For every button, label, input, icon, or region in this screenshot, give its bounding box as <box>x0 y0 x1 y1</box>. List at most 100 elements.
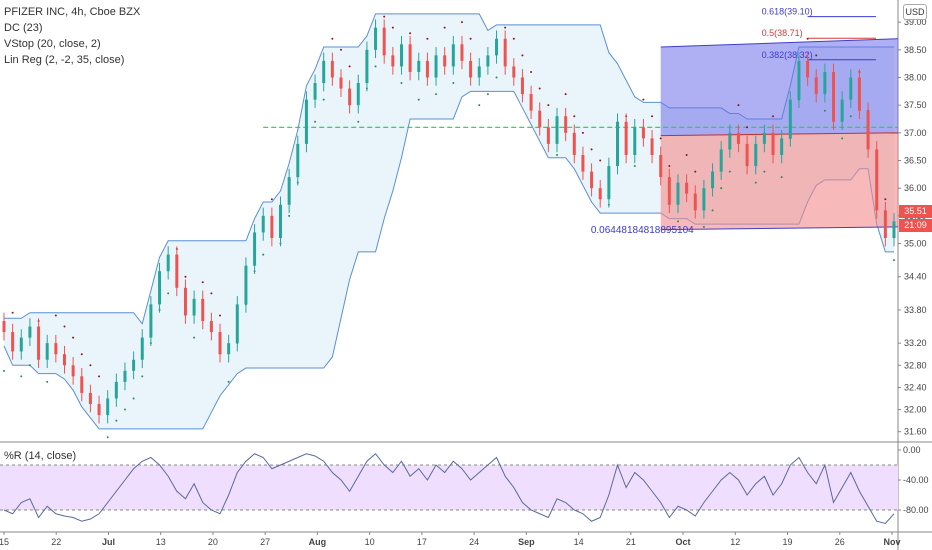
candle-body <box>71 365 75 377</box>
vstop-dot <box>823 109 826 112</box>
candle-body <box>745 143 749 167</box>
candle-body <box>443 55 447 67</box>
vstop-dot <box>452 82 455 85</box>
candle-body <box>477 66 481 78</box>
vstop-dot <box>581 131 584 134</box>
candle-body <box>460 44 464 61</box>
vstop-dot <box>20 375 23 378</box>
vstop-dot <box>106 436 109 439</box>
dc-indicator-label[interactable]: DC (23) <box>4 22 43 34</box>
vstop-dot <box>564 93 567 96</box>
price-tick-label: 38.00 <box>904 72 927 82</box>
vstop-dot <box>348 65 351 68</box>
candle-body <box>45 343 49 360</box>
candle-body <box>425 60 429 78</box>
candle-body <box>659 154 663 178</box>
vstop-dot <box>435 93 438 96</box>
vstop-dot <box>772 115 775 118</box>
vstop-dot <box>754 181 757 184</box>
candle-body <box>607 166 611 200</box>
time-tick-label: Sep <box>518 537 535 547</box>
chart-legend: PFIZER INC, 4h, Cboe BZX DC (23) VStop (… <box>4 4 140 68</box>
vstop-dot <box>210 292 213 295</box>
candle-body <box>28 326 32 338</box>
candle-body <box>201 298 205 322</box>
linreg-mid-line <box>660 132 899 137</box>
candle-body <box>356 83 360 106</box>
vstop-indicator-label[interactable]: VStop (20, close, 2) <box>4 38 101 50</box>
candle-body <box>503 38 507 67</box>
vstop-dot <box>538 87 541 90</box>
candle-body <box>279 204 283 238</box>
candle-body <box>555 116 559 144</box>
vstop-dot <box>409 32 412 35</box>
candle-body <box>140 337 144 360</box>
vstop-dot <box>702 225 705 228</box>
candle-body <box>382 27 386 56</box>
candle-body <box>771 132 775 155</box>
vstop-dot <box>711 209 714 212</box>
time-tick-label: 19 <box>783 537 793 547</box>
candle-body <box>495 38 499 56</box>
percent-r-band <box>0 465 898 510</box>
candle-body <box>80 376 84 393</box>
candle-body <box>624 121 628 155</box>
vstop-dot <box>884 198 887 201</box>
osc-tick-label: -40.00 <box>903 475 929 485</box>
candle-body <box>374 27 378 50</box>
vstop-dot <box>599 159 602 162</box>
vstop-dot <box>651 115 654 118</box>
linreg-upper-channel <box>660 38 898 136</box>
candle-body <box>54 343 58 355</box>
vstop-dot <box>184 275 187 278</box>
vstop-dot <box>63 325 66 328</box>
candle-body <box>2 321 6 333</box>
symbol-title[interactable]: PFIZER INC, 4h, Cboe BZX <box>4 6 141 18</box>
linreg-upper-line <box>660 38 899 48</box>
candle-body <box>192 298 196 316</box>
vstop-dot <box>115 419 118 422</box>
vstop-dot <box>530 70 533 73</box>
currency-button[interactable]: USD <box>903 4 927 20</box>
percent-r-line <box>3 453 895 525</box>
time-tick-label: 10 <box>365 537 375 547</box>
linreg-indicator-label[interactable]: Lin Reg (2, -2, 35, close) <box>4 54 125 66</box>
candle-body <box>37 326 41 360</box>
candle-body <box>218 332 222 355</box>
candle-body <box>685 182 689 194</box>
vstop-dot <box>262 253 265 256</box>
vstop-dot <box>132 397 135 400</box>
candle-body <box>11 332 15 352</box>
vstop-dot <box>746 126 749 129</box>
price-tick-label: 39.00 <box>904 17 927 27</box>
candle-body <box>244 265 248 305</box>
candle-body <box>728 132 732 150</box>
candle-body <box>546 127 550 144</box>
vstop-dot <box>849 115 852 118</box>
osc-tick-label: -80.00 <box>903 505 929 515</box>
candle-body <box>469 60 473 78</box>
vstop-dot <box>633 165 636 168</box>
price-tick-label: 37.00 <box>904 128 927 138</box>
candle-body <box>780 138 784 155</box>
vstop-dot <box>219 314 222 317</box>
candle-body <box>667 177 671 205</box>
price-tick-label: 36.00 <box>904 183 927 193</box>
price-tick-label: 37.50 <box>904 100 927 110</box>
candle-body <box>486 55 490 67</box>
candle-body <box>114 381 118 399</box>
candle-body <box>823 71 827 95</box>
vstop-dot <box>521 54 524 57</box>
time-tick-label: 24 <box>469 537 479 547</box>
vstop-dot <box>893 259 895 262</box>
price-tick-label: 32.00 <box>904 405 927 415</box>
percent-r-label[interactable]: %R (14, close) <box>4 450 77 462</box>
candle-body <box>572 132 576 155</box>
price-tick-label: 35.00 <box>904 239 927 249</box>
vstop-dot <box>123 408 126 411</box>
vstop-dot <box>780 176 783 179</box>
candle-body <box>581 154 585 172</box>
time-tick-label: 17 <box>417 537 427 547</box>
vstop-dot <box>668 165 671 168</box>
